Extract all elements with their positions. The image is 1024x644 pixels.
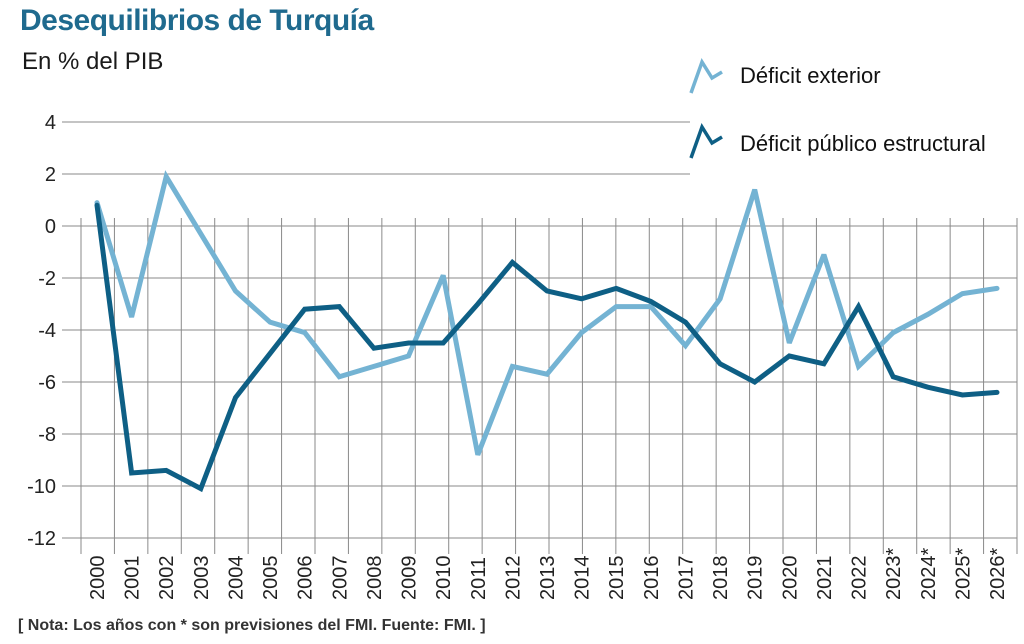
legend-label-estructural: Déficit público estructural: [740, 131, 986, 156]
series-lines: [94, 170, 1000, 493]
x-tick-label: 2013: [537, 556, 559, 601]
x-tick-label: 2009: [399, 556, 421, 601]
y-tick-label: -2: [38, 268, 56, 290]
x-tick-label: 2006: [295, 556, 317, 601]
x-tick-label: 2001: [122, 556, 144, 601]
x-tick-label: 2019: [745, 556, 767, 601]
y-tick-label: -4: [38, 320, 56, 342]
legend-icon-exterior: [689, 57, 723, 94]
x-tick-label: 2003: [191, 556, 213, 601]
x-tick-label: 2012: [502, 556, 524, 601]
x-tick-label: 2023*: [883, 548, 905, 600]
x-tick-label: 2014: [572, 556, 594, 601]
x-tick-label: 2002: [156, 556, 178, 601]
chart-title: Desequilibrios de Turquía: [20, 4, 374, 37]
y-tick-label: -10: [27, 476, 56, 498]
x-tick-label: 2010: [433, 556, 455, 601]
y-tick-label: -6: [38, 372, 56, 394]
legend-background: [690, 55, 1020, 175]
x-tick-label: 2005: [260, 556, 282, 601]
x-tick-label: 2025*: [952, 548, 974, 600]
y-tick-label: 4: [45, 112, 56, 134]
x-tick-label: 2000: [87, 556, 109, 601]
y-tick-label: 2: [45, 164, 56, 186]
y-tick-label: -8: [38, 424, 56, 446]
legend-label-exterior: Déficit exterior: [740, 63, 881, 88]
x-tick-label: 2020: [779, 556, 801, 601]
x-tick-label: 2008: [364, 556, 386, 601]
legend-icon-estructural: [689, 122, 723, 159]
chart-subtitle: En % del PIB: [22, 48, 164, 75]
x-tick-label: 2004: [225, 556, 247, 601]
x-tick-label: 2015: [606, 556, 628, 601]
grid: [62, 121, 1018, 554]
y-tick-label: -12: [27, 528, 56, 550]
y-axis-ticks: 4 2 0 -2 -4 -6 -8 -10 -12: [27, 112, 56, 550]
x-tick-label: 2016: [641, 556, 663, 601]
source-note: [ Nota: Los años con * son previsiones d…: [18, 617, 486, 634]
x-tick-label: 2018: [710, 556, 732, 601]
x-tick-label: 2024*: [918, 548, 940, 600]
x-tick-label: 2007: [329, 556, 351, 601]
x-tick-label: 2021: [814, 556, 836, 601]
x-tick-label: 2022: [849, 556, 871, 601]
legend: Déficit exterior Déficit público estruct…: [689, 55, 1020, 175]
x-tick-label: 2011: [468, 557, 490, 600]
y-tick-label: 0: [45, 216, 56, 238]
series-line-estructural: [94, 202, 1000, 493]
x-axis-ticks: 2000 2001 2002 2003 2004 2005 2006 2007 2008 2009…: [87, 548, 1009, 600]
x-tick-label: 2026*: [987, 548, 1009, 600]
x-tick-label: 2017: [675, 556, 697, 601]
